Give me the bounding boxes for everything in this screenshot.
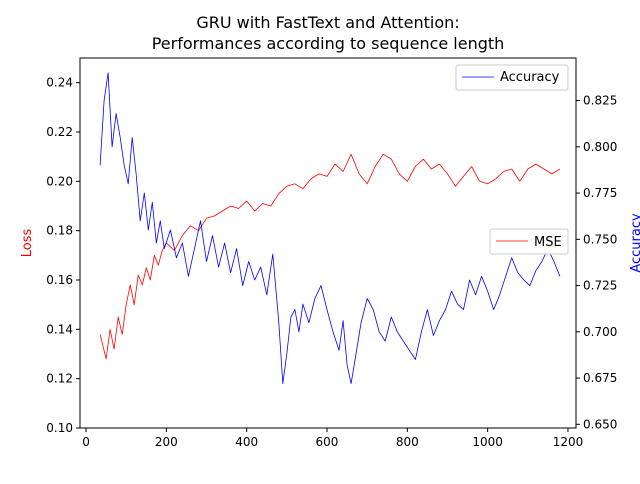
y-left-tick-label: 0.20 [46, 174, 73, 188]
y-left-tick-label: 0.18 [46, 224, 73, 238]
y-left-tick-label: 0.24 [46, 76, 73, 90]
y-right-tick-label: 0.775 [583, 186, 617, 200]
x-axis-ticks: 0 200 400 600 800 1000 1200 [82, 428, 583, 449]
legend-accuracy: Accuracy [455, 64, 569, 91]
y-right-tick-label: 0.725 [583, 279, 617, 293]
y-left-tick-label: 0.10 [46, 421, 73, 435]
y-left-axis-ticks: 0.10 0.12 0.14 0.16 0.18 0.20 0.22 0.24 [46, 76, 80, 435]
y-right-tick-label: 0.700 [583, 325, 617, 339]
chart-title-line1: GRU with FastText and Attention: [196, 13, 459, 32]
y-right-axis-label: Accuracy [629, 213, 640, 273]
legend-accuracy-frame [455, 64, 569, 91]
y-left-tick-label: 0.12 [46, 372, 73, 386]
y-right-tick-label: 0.750 [583, 232, 617, 246]
y-left-tick-label: 0.14 [46, 322, 73, 336]
x-tick-label: 200 [155, 435, 178, 449]
plot-series-group [99, 72, 561, 385]
y-left-axis-label: Loss [20, 229, 35, 258]
x-tick-label: 0 [82, 435, 90, 449]
y-left-tick-label: 0.16 [46, 273, 73, 287]
x-tick-label: 800 [396, 435, 419, 449]
x-tick-label: 400 [235, 435, 258, 449]
series-line-accuracy [99, 72, 561, 385]
y-right-tick-label: 0.800 [583, 140, 617, 154]
plot-frame [79, 57, 577, 429]
legend-accuracy-label: Accuracy [500, 70, 560, 85]
x-tick-label: 1200 [553, 435, 584, 449]
y-left-tick-label: 0.22 [46, 125, 73, 139]
y-right-tick-label: 0.650 [583, 417, 617, 431]
legend-mse-frame [489, 228, 569, 255]
y-right-tick-label: 0.825 [583, 94, 617, 108]
series-line-mse [99, 153, 561, 360]
chart-title-line2: Performances according to sequence lengt… [152, 34, 505, 53]
x-tick-label: 1000 [472, 435, 503, 449]
y-right-axis-ticks: 0.650 0.675 0.700 0.725 0.750 0.775 0.800 0.825 [576, 94, 617, 431]
legend-mse-label: MSE [534, 235, 562, 250]
legend-mse: MSE [489, 228, 569, 255]
y-right-tick-label: 0.675 [583, 371, 617, 385]
x-tick-label: 600 [316, 435, 339, 449]
